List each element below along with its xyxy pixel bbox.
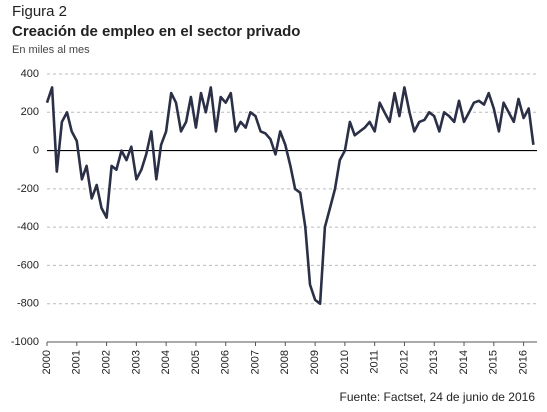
x-tick-label: 2009 <box>309 350 321 374</box>
y-tick-label: 400 <box>21 68 39 80</box>
y-tick-label: -400 <box>17 221 39 233</box>
x-tick-label: 2008 <box>279 350 291 374</box>
x-tick-label: 2002 <box>100 350 112 374</box>
x-tick-label: 2001 <box>71 350 83 374</box>
source: Fuente: Factset, 24 de junio de 2016 <box>340 390 536 404</box>
y-tick-label: 0 <box>33 144 39 156</box>
chart-subtitle: En miles al mes <box>12 44 90 56</box>
x-tick-label: 2011 <box>369 350 381 374</box>
x-tick-label: 2012 <box>398 350 410 374</box>
chart-title: Creación de empleo en el sector privado <box>12 23 300 40</box>
data-line <box>45 86 535 305</box>
y-tick-label: -1000 <box>11 336 39 348</box>
figure-label: Figura 2 <box>12 3 67 20</box>
y-tick-label: -600 <box>17 259 39 271</box>
x-tick-label: 2005 <box>190 350 202 374</box>
x-tick-label: 2015 <box>488 350 500 374</box>
x-tick-label: 2013 <box>428 350 440 374</box>
x-tick-label: 2003 <box>130 350 142 374</box>
y-tick-label: 200 <box>21 106 39 118</box>
x-tick-label: 2016 <box>518 350 530 374</box>
x-tick-label: 2014 <box>458 350 470 374</box>
y-tick-label: -200 <box>17 183 39 195</box>
x-tick-label: 2004 <box>160 350 172 374</box>
x-tick-label: 2010 <box>339 350 351 374</box>
y-tick-label: -800 <box>17 298 39 310</box>
x-tick-label: 2000 <box>41 350 53 374</box>
x-tick-label: 2006 <box>220 350 232 374</box>
x-tick-label: 2007 <box>249 350 261 374</box>
